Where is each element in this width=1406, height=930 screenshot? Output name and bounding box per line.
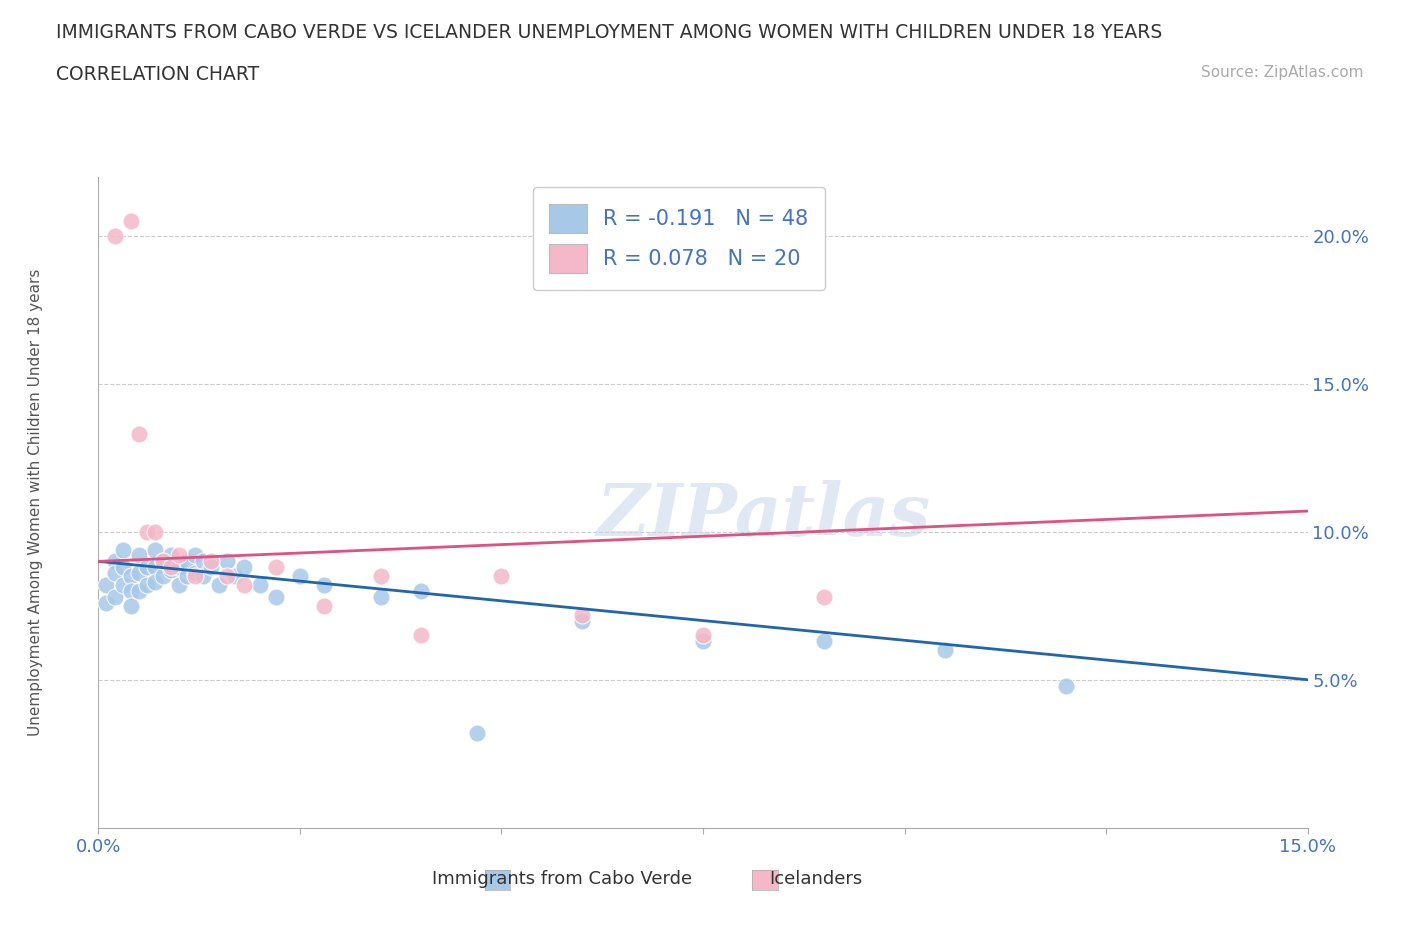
Point (217, 554, 239, 569)
Point (224, 569, 246, 584)
Point (184, 548, 207, 563)
Point (409, 583, 432, 598)
Point (111, 560, 134, 575)
Point (208, 578, 231, 592)
Point (314, 598, 336, 613)
Point (370, 569, 392, 584)
Point (160, 548, 183, 563)
Point (264, 560, 287, 575)
Point (120, 569, 142, 584)
Point (152, 554, 174, 569)
Point (491, 569, 513, 584)
Point (249, 578, 271, 592)
Point (176, 554, 198, 569)
Text: ZIPatlas: ZIPatlas (596, 480, 931, 551)
Point (135, 560, 157, 575)
Text: Icelanders: Icelanders (769, 870, 862, 888)
Point (264, 590, 287, 604)
Point (813, 634, 835, 649)
Text: Source: ZipAtlas.com: Source: ZipAtlas.com (1201, 65, 1364, 80)
Point (813, 590, 835, 604)
Point (128, 427, 150, 442)
Point (143, 542, 166, 557)
Point (167, 560, 190, 575)
Point (103, 590, 125, 604)
Point (120, 583, 142, 598)
Point (176, 569, 198, 584)
Point (193, 569, 215, 584)
Point (370, 590, 392, 604)
Point (571, 613, 593, 628)
Point (103, 229, 125, 244)
Point (152, 569, 174, 584)
Point (96, 595, 118, 610)
Point (200, 560, 222, 575)
Point (128, 565, 150, 580)
Point (143, 560, 166, 575)
Point (692, 628, 714, 643)
Point (1054, 678, 1077, 693)
Point (160, 563, 183, 578)
Point (167, 578, 190, 592)
Point (103, 565, 125, 580)
Point (128, 583, 150, 598)
Point (143, 575, 166, 590)
Point (103, 554, 125, 569)
Point (409, 628, 432, 643)
Point (217, 569, 239, 584)
Point (692, 634, 714, 649)
Point (193, 554, 215, 569)
Point (314, 578, 336, 592)
Point (135, 525, 157, 539)
Point (288, 569, 311, 584)
Point (160, 560, 183, 575)
Text: IMMIGRANTS FROM CABO VERDE VS ICELANDER UNEMPLOYMENT AMONG WOMEN WITH CHILDREN U: IMMIGRANTS FROM CABO VERDE VS ICELANDER … (56, 23, 1163, 42)
Legend: R = -0.191   N = 48, R = 0.078   N = 20: R = -0.191 N = 48, R = 0.078 N = 20 (533, 187, 825, 290)
Point (571, 607, 593, 622)
Point (120, 598, 142, 613)
Point (232, 560, 254, 575)
Text: CORRELATION CHART: CORRELATION CHART (56, 65, 260, 84)
Point (128, 548, 150, 563)
Point (135, 578, 157, 592)
Point (96, 578, 118, 592)
Point (111, 542, 134, 557)
Point (143, 525, 166, 539)
Point (111, 578, 134, 592)
Point (184, 565, 207, 580)
Point (167, 548, 190, 563)
Text: Unemployment Among Women with Children Under 18 years: Unemployment Among Women with Children U… (28, 269, 42, 736)
Point (465, 725, 488, 740)
Text: Immigrants from Cabo Verde: Immigrants from Cabo Verde (432, 870, 693, 888)
Point (200, 554, 222, 569)
Point (184, 569, 207, 584)
Point (152, 554, 174, 569)
Point (232, 578, 254, 592)
Point (120, 214, 142, 229)
Point (934, 643, 956, 658)
